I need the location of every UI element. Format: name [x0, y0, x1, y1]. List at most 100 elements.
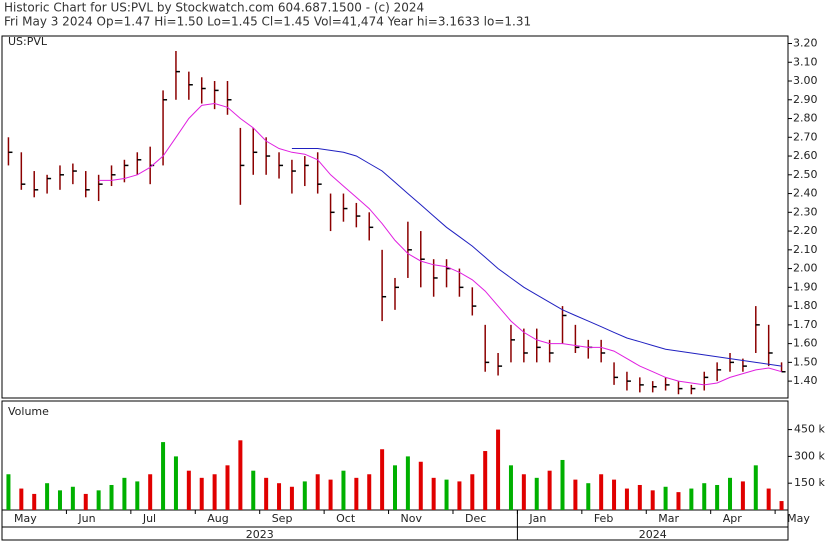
volume-bar	[148, 474, 153, 510]
volume-bar	[251, 470, 256, 510]
chart-title: Historic Chart for US:PVL by Stockwatch.…	[4, 1, 424, 15]
volume-bar	[212, 474, 217, 510]
y-tick-label: 3.20	[793, 37, 818, 50]
x-tick-label: Dec	[465, 512, 486, 525]
volume-bar	[83, 493, 88, 510]
y-tick-label: 1.60	[793, 337, 818, 350]
volume-bar	[19, 488, 24, 510]
volume-bar	[676, 492, 681, 510]
volume-bar	[470, 474, 475, 510]
volume-bar	[328, 479, 333, 510]
volume-bar	[444, 479, 449, 510]
volume-bar	[624, 488, 629, 510]
x-tick-label: Jan	[528, 512, 546, 525]
x-tick-label: Nov	[401, 512, 423, 525]
volume-bar	[32, 493, 37, 510]
volume-bar	[702, 483, 707, 510]
y-tick-label: 1.40	[793, 374, 818, 387]
volume-bar	[715, 484, 720, 510]
volume-bar	[431, 477, 436, 510]
y-tick-label: 2.10	[793, 243, 818, 256]
price-panel	[1, 35, 789, 399]
volume-bar	[547, 470, 552, 510]
moving-average	[291, 148, 782, 367]
volume-bar	[354, 477, 359, 510]
volume-bar	[70, 486, 75, 510]
volume-bar	[650, 490, 655, 510]
y-tick-label: 450 k	[794, 423, 825, 436]
y-tick-label: 2.20	[793, 224, 818, 237]
x-tick-label: Jun	[77, 512, 95, 525]
x-tick-label: Apr	[723, 512, 743, 525]
y-tick-label: 2.00	[793, 262, 818, 275]
x-tick-label: Oct	[336, 512, 356, 525]
volume-bar	[367, 474, 372, 510]
y-tick-label: 2.30	[793, 205, 818, 218]
chart-subtitle: Fri May 3 2024 Op=1.47 Hi=1.50 Lo=1.45 C…	[4, 15, 531, 29]
y-tick-label: 300 k	[794, 449, 825, 462]
volume-bar	[534, 477, 539, 510]
volume-bar	[277, 483, 282, 510]
volume-bar	[393, 465, 397, 510]
y-tick-label: 1.70	[793, 318, 818, 331]
year-label: 2024	[639, 528, 667, 541]
volume-bar	[612, 479, 617, 510]
volume-bar	[457, 481, 462, 510]
year-label: 2023	[246, 528, 274, 541]
volume-bar	[418, 461, 423, 510]
x-tick-label: Jul	[142, 512, 156, 525]
volume-bar	[753, 465, 758, 510]
volume-bar	[315, 474, 320, 510]
volume-bar	[57, 490, 62, 510]
volume-bar	[663, 486, 668, 510]
y-tick-label: 1.50	[793, 355, 818, 368]
volume-bar	[225, 465, 230, 510]
y-tick-label: 1.90	[793, 280, 818, 293]
volume-bar	[405, 456, 410, 510]
volume-bar	[521, 474, 526, 510]
y-tick-label: 1.80	[793, 299, 818, 312]
volume-bar	[483, 451, 488, 510]
y-tick-label: 2.40	[793, 187, 818, 200]
x-tick-label: Mar	[658, 512, 679, 525]
y-tick-label: 2.90	[793, 93, 818, 106]
y-tick-label: 2.70	[793, 130, 818, 143]
volume-bar	[728, 477, 733, 510]
x-tick-label: Feb	[594, 512, 613, 525]
volume-bar	[6, 474, 11, 510]
x-tick-label: Aug	[207, 512, 228, 525]
volume-bar	[599, 474, 604, 510]
volume-bar	[766, 488, 771, 510]
volume-bar	[122, 477, 127, 510]
volume-bar	[199, 477, 204, 510]
volume-bar	[508, 465, 513, 510]
volume-bar	[161, 442, 166, 510]
volume-bar	[496, 429, 501, 510]
volume-bar	[637, 484, 642, 510]
legend: US:PVL	[8, 35, 48, 48]
y-tick-label: 150 k	[794, 476, 825, 489]
volume-bar	[135, 481, 140, 510]
y-tick-label: 2.60	[793, 149, 818, 162]
volume-bar	[740, 481, 745, 510]
volume-bar	[341, 470, 346, 510]
volume-bar	[586, 483, 591, 510]
volume-bar	[289, 486, 294, 510]
volume-bar	[186, 470, 191, 510]
x-tick-label: Sep	[272, 512, 293, 525]
volume-bar	[380, 449, 385, 510]
volume-bar	[779, 501, 784, 510]
volume-bar	[560, 459, 565, 510]
volume-bar	[302, 481, 307, 510]
volume-bar	[573, 479, 578, 510]
volume-legend: Volume	[8, 405, 49, 418]
volume-bar	[96, 490, 101, 510]
y-tick-label: 3.00	[793, 74, 818, 87]
y-tick-label: 2.50	[793, 168, 818, 181]
y-tick-label: 3.10	[793, 55, 818, 68]
volume-bar	[109, 484, 114, 510]
volume-bar	[45, 483, 50, 510]
volume-bar	[173, 456, 178, 510]
